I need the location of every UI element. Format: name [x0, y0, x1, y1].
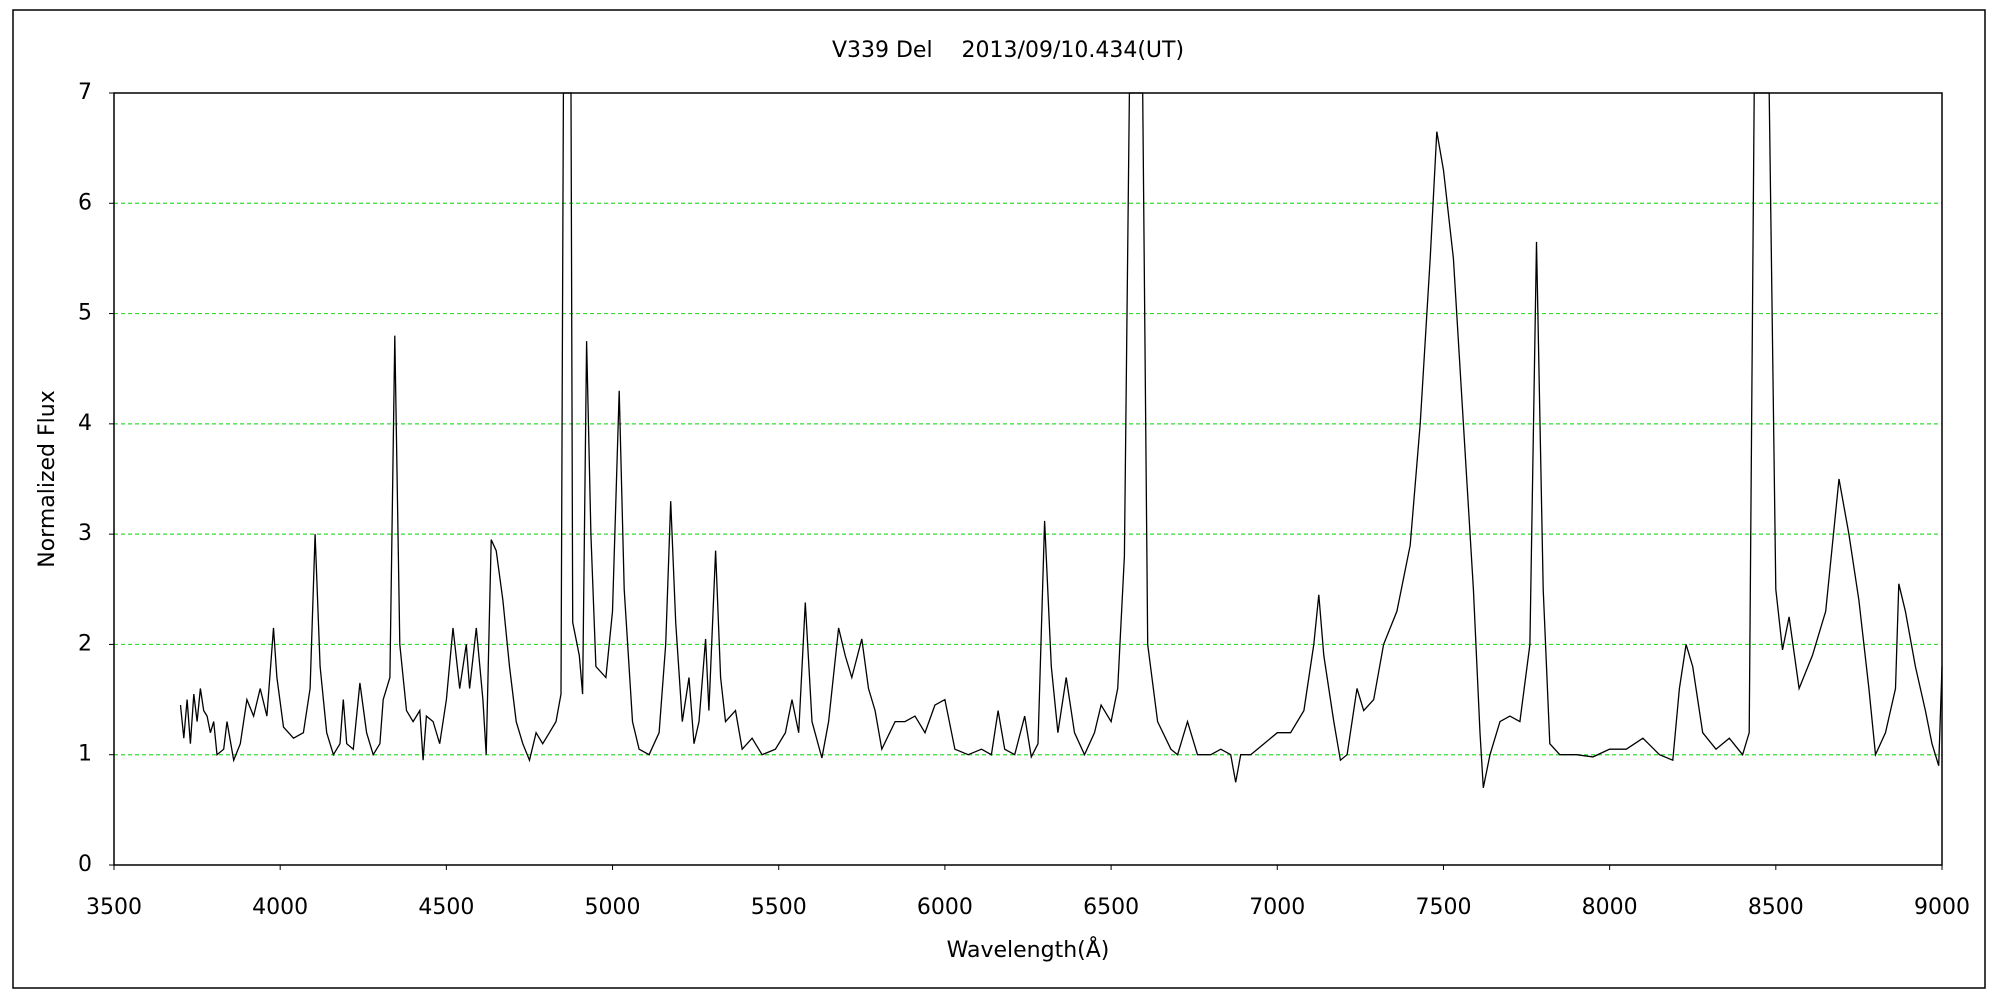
y-tick-label: 3 — [78, 521, 92, 546]
x-tick-label: 5500 — [751, 895, 807, 920]
y-tick-label: 7 — [78, 80, 92, 105]
spectrum-line — [179, 92, 1943, 788]
y-axis-label: Normalized Flux — [35, 390, 60, 567]
y-tick-label: 0 — [78, 852, 92, 877]
y-tick-label: 6 — [78, 190, 92, 215]
x-tick-label: 5000 — [585, 895, 641, 920]
y-tick-label: 5 — [78, 301, 92, 326]
y-tick-label: 4 — [78, 411, 92, 436]
x-tick-label: 9000 — [1914, 895, 1970, 920]
x-tick-label: 8500 — [1748, 895, 1804, 920]
x-tick-label: 6000 — [917, 895, 973, 920]
x-tick-label: 7000 — [1249, 895, 1305, 920]
x-tick-label: 6500 — [1083, 895, 1139, 920]
x-axis-label: Wavelength(Å) — [947, 936, 1110, 963]
x-tick-label: 4000 — [252, 895, 308, 920]
x-tick-label: 4500 — [418, 895, 474, 920]
y-tick-label: 2 — [78, 631, 92, 656]
x-tick-label: 7500 — [1415, 895, 1471, 920]
x-tick-label: 8000 — [1582, 895, 1638, 920]
chart-frame — [12, 9, 1986, 989]
x-tick-label: 3500 — [86, 895, 142, 920]
plot-area — [113, 92, 1943, 866]
chart-title: V339 Del 2013/09/10.434(UT) — [832, 38, 1184, 63]
y-tick-label: 1 — [78, 742, 92, 767]
